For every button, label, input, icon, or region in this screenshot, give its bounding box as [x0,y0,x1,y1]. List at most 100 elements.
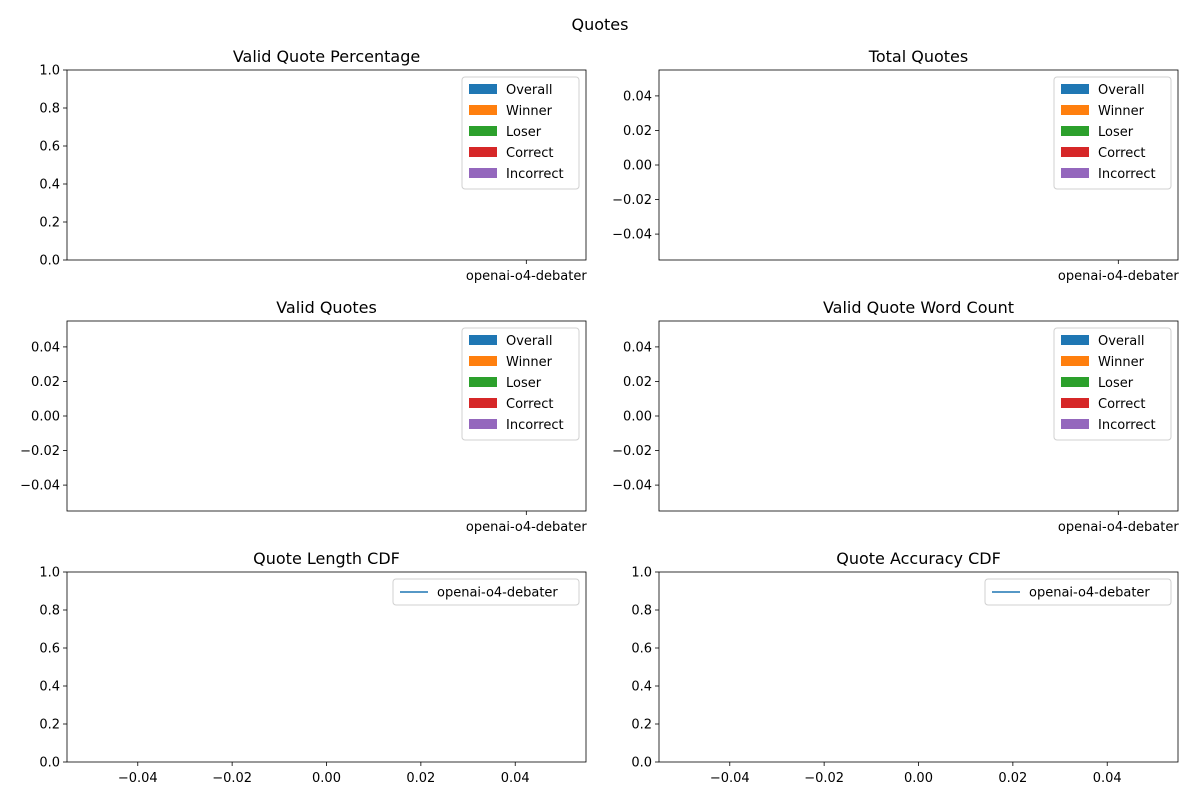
y-tick-label: 0.02 [623,124,652,139]
subplot-title: Quote Length CDF [253,549,400,568]
y-tick-label: 0.04 [31,340,60,355]
x-tick-label: 0.00 [312,771,341,786]
y-tick-label: 1.0 [39,64,60,79]
figure-title: Quotes [572,15,629,34]
legend-frame [984,578,1172,606]
axes-frame [66,571,587,763]
y-tick-label: 0.0 [39,254,60,269]
legend-swatch [469,168,497,178]
y-tick-label: 0.0 [39,756,60,771]
y-tick-label: 0.02 [31,375,60,390]
legend-label: Incorrect [506,167,564,182]
subplot-title: Valid Quote Word Count [823,298,1014,317]
legend-label: Overall [506,334,552,349]
y-tick-label: 0.00 [31,410,60,425]
x-tick-label: openai-o4-debater [1058,520,1179,535]
legend-swatch [469,419,497,429]
subplot-title: Quote Accuracy CDF [836,549,1001,568]
legend-label: Winner [1098,104,1145,119]
x-tick-label: openai-o4-debater [466,520,587,535]
y-tick-label: 0.04 [623,340,652,355]
y-tick-label: 0.2 [39,718,60,733]
y-tick-label: −0.02 [612,193,652,208]
x-tick-label: 0.02 [406,771,435,786]
legend-label: Overall [506,83,552,98]
y-tick-label: 0.02 [623,375,652,390]
legend: Overall Winner Loser Correct Incorrect [1053,76,1172,190]
legend-swatch [469,356,497,366]
legend-label: Winner [1098,355,1145,370]
legend-label: Loser [506,376,542,391]
legend-label: Correct [1098,146,1145,161]
legend-swatch [469,398,497,408]
y-tick-label: −0.02 [612,444,652,459]
subplot-2: Total Quotes −0.04 −0.02 0.00 0.02 0.04 openai… [612,47,1179,284]
legend-swatch [469,147,497,157]
axes-frame [658,571,1179,763]
x-tick-label: −0.02 [212,771,252,786]
y-tick-label: 0.4 [39,680,60,695]
y-tick-label: 0.6 [39,642,60,657]
subplot-4: Valid Quote Word Count −0.04 −0.02 0.00 0.02… [612,298,1179,535]
subplot-5: Quote Length CDF 0.0 0.2 0.4 0.6 0.8 1.0 −0.04 −… [39,549,587,786]
legend: Overall Winner Loser Correct Incorrect [461,76,580,190]
legend: Overall Winner Loser Correct Incorrect [461,327,580,441]
legend-label: Correct [506,397,553,412]
legend-label: Incorrect [1098,418,1156,433]
legend: Overall Winner Loser Correct Incorrect [1053,327,1172,441]
y-tick-label: 0.2 [631,718,652,733]
legend-swatch [1061,419,1089,429]
legend-label: Overall [1098,83,1144,98]
y-tick-label: 0.8 [39,102,60,117]
y-tick-label: 0.00 [623,159,652,174]
y-tick-label: 0.04 [623,89,652,104]
subplot-1: Valid Quote Percentage 0.0 0.2 0.4 0.6 0.8 1.0… [39,47,587,284]
y-tick-label: −0.04 [612,479,652,494]
legend-label: openai-o4-debater [437,586,558,601]
legend-swatch [1061,147,1089,157]
y-tick-label: 0.0 [631,756,652,771]
x-tick-label: 0.04 [1093,771,1122,786]
legend-label: Incorrect [1098,167,1156,182]
subplot-6: Quote Accuracy CDF 0.0 0.2 0.4 0.6 0.8 1.0 −0.0… [631,549,1179,786]
legend-swatch [469,335,497,345]
legend-swatch [469,377,497,387]
y-tick-label: −0.04 [20,479,60,494]
x-tick-label: −0.04 [710,771,750,786]
axes-frame [658,320,1179,512]
y-tick-label: 0.4 [39,178,60,193]
y-tick-label: 0.6 [39,140,60,155]
legend-swatch [1061,398,1089,408]
legend-swatch [1061,84,1089,94]
subplot-3: Valid Quotes −0.04 −0.02 0.00 0.02 0.04 openai… [20,298,587,535]
legend-label: openai-o4-debater [1029,586,1150,601]
legend-label: Overall [1098,334,1144,349]
axes-frame [658,69,1179,261]
legend-swatch [1061,105,1089,115]
legend-swatch [469,84,497,94]
y-tick-label: −0.02 [20,444,60,459]
x-tick-label: openai-o4-debater [466,269,587,284]
legend-label: Correct [1098,397,1145,412]
subplots: Valid Quote Percentage 0.0 0.2 0.4 0.6 0.8 1.0… [20,47,1179,786]
legend-label: Loser [1098,376,1134,391]
legend-frame [392,578,580,606]
legend-swatch [1061,126,1089,136]
legend-label: Incorrect [506,418,564,433]
subplot-title: Total Quotes [868,47,968,66]
axes-frame [66,69,587,261]
y-tick-label: 0.8 [631,604,652,619]
x-tick-label: 0.02 [998,771,1027,786]
y-tick-label: −0.04 [612,228,652,243]
legend-swatch [1061,168,1089,178]
axes-frame [66,320,587,512]
legend-label: Correct [506,146,553,161]
y-tick-label: 0.6 [631,642,652,657]
legend-swatch [1061,356,1089,366]
subplot-title: Valid Quote Percentage [233,47,420,66]
legend-swatch [1061,377,1089,387]
y-tick-label: 0.2 [39,216,60,231]
y-tick-label: 1.0 [631,566,652,581]
x-tick-label: 0.04 [501,771,530,786]
